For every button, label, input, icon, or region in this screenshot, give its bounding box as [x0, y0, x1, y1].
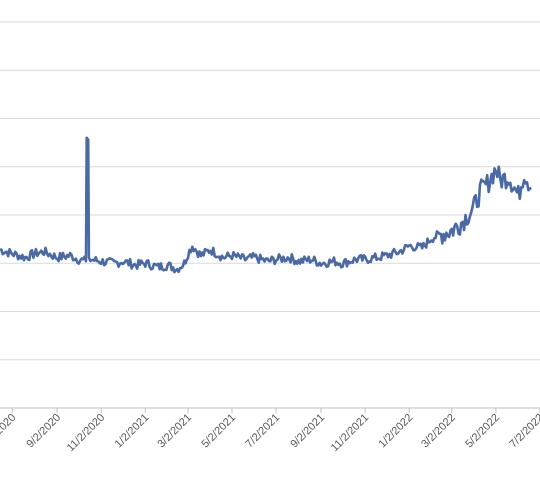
x-tick-label: 5/2/2022	[463, 412, 502, 451]
series-line	[0, 136, 532, 274]
x-tick-label: 7/2/2020	[0, 412, 18, 451]
x-tick-label: 11/2/2021	[329, 412, 372, 455]
x-tick-label: 1/2/2022	[377, 412, 416, 451]
x-tick-label: 7/2/2022	[507, 412, 540, 451]
x-tick-label: 11/2/2020	[65, 412, 108, 455]
x-tick-label: 3/2/2022	[419, 412, 458, 451]
x-tick-label: 1/2/2021	[113, 412, 152, 451]
x-tick-label: 5/2/2021	[199, 412, 238, 451]
x-tick-label: 9/2/2021	[288, 412, 327, 451]
gridlines	[0, 21, 540, 409]
series-layer	[0, 136, 532, 274]
x-axis-ticks: 7/2/2020 9/2/2020 11/2/2020 1/2/2021 3/2/202…	[0, 408, 540, 454]
x-tick-label: 7/2/2021	[243, 412, 282, 451]
x-tick-label: 9/2/2020	[24, 412, 63, 451]
x-tick-label: 3/2/2021	[155, 412, 194, 451]
